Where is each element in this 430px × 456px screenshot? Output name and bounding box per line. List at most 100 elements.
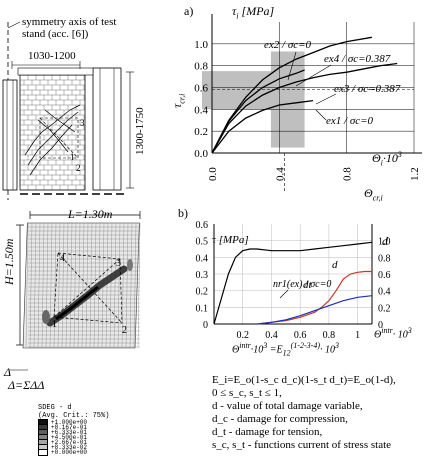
series-leader-1 — [279, 289, 289, 299]
series-label-1: nr1(ex) / σc=0 — [273, 279, 331, 290]
fe-mesh-figure — [10, 211, 141, 371]
x-tick-label: 0.8 — [342, 167, 354, 181]
legend-subtitle: (Avg. Crit.: 75%) — [38, 412, 110, 420]
y-tick-label: 0.2 — [196, 287, 209, 298]
y-tick-label: 0.3 — [196, 270, 209, 281]
y-tick-label: 0.4 — [196, 253, 209, 264]
chart-a-x-label: Θi·103 — [372, 150, 402, 168]
y-tick-label: 0 — [203, 320, 208, 331]
legend-value: +2.667e-01 — [51, 439, 88, 446]
y-tick-label: 0.1 — [196, 303, 209, 314]
y-tick-label: 0.6 — [196, 220, 209, 231]
x-tick-label: 1.2 — [409, 167, 421, 181]
x-tick-label: 0.2 — [236, 330, 249, 341]
chart-b: 0 0.1 0.2 0.3 0.4 0.5 0.6 0 0.2 0.4 0.6 0.8 1.0 0.2 0.… — [196, 220, 391, 341]
series-label-3: dt — [303, 279, 313, 291]
symmetry-label-line1: symmetry axis of test — [22, 16, 117, 28]
theta-cr-band — [270, 51, 305, 148]
crack-label-1: 1 — [70, 152, 75, 162]
crack-pattern — [24, 104, 81, 176]
legend-value: +0.000e+00 — [51, 449, 88, 456]
series-label-1: ex4 / σc=0.387 — [324, 53, 391, 65]
series-line-1 — [211, 36, 373, 154]
formula-line-4: d_c - damage for compression, — [212, 413, 348, 425]
formula-block: E_i=E_o(1-s_c d_c)(1-s_t d_t)=E_o(1-d), … — [212, 374, 428, 452]
formula-line-3: d - value of total damage variable, — [212, 400, 363, 412]
symmetry-label-line2: stand (acc. [6]) — [22, 28, 89, 40]
y-tick-label: 0.5 — [196, 237, 209, 248]
height-label: H=1.50m — [2, 238, 16, 285]
test-stand-sketch — [2, 21, 134, 200]
formula-line-2: 0 ≤ s_c, s_t ≤ 1, — [212, 387, 282, 399]
chart-a-panel-label: a) — [184, 4, 194, 18]
crack-label-3: 3 — [80, 118, 85, 128]
delta-sum-label: Δ=ΣΔΔ — [8, 378, 45, 392]
x-tick-label: 0.0 — [207, 167, 219, 181]
x-tick-label: 0.8 — [323, 330, 336, 341]
y-tick-label: 0.0 — [194, 148, 208, 160]
node-label-3: 3 — [116, 258, 121, 269]
series-leader-4 — [315, 109, 327, 121]
y2-tick-label: 0.8 — [378, 253, 391, 264]
y-tick-label: 0.6 — [194, 83, 208, 95]
series-line-4 — [211, 99, 314, 154]
chart-b-y2-label: d — [382, 234, 388, 248]
series-line-2 — [211, 69, 305, 154]
series-leader-3 — [315, 93, 337, 105]
series-label-4: ex1 / σc=0 — [326, 115, 374, 127]
chart-a-y-label: τi [MPa] — [232, 4, 275, 21]
series-label-2: d — [332, 259, 338, 271]
y-tick-label: 0.8 — [194, 61, 208, 73]
legend-value: +4.500e-01 — [51, 434, 88, 441]
series-line-3 — [211, 62, 398, 154]
x-tick-label: 0.4 — [265, 330, 278, 341]
legend-title: SDEG - d — [38, 404, 72, 412]
x-tick-label: 0.4 — [274, 167, 286, 181]
series-line-3 — [257, 295, 373, 325]
node-label-1: 1 — [52, 319, 57, 330]
delta-label: Δ — [4, 365, 12, 379]
legend-value: +8.167e-01 — [51, 424, 88, 431]
series-line-1 — [213, 241, 373, 325]
mesh-grid — [22, 222, 141, 349]
chart-b-x-label: Θintr· 103 — [374, 326, 412, 341]
width-dimension: 1030-1200 — [28, 50, 76, 62]
x-tick-label: 0.6 — [294, 330, 307, 341]
x-tick-label: 1 — [355, 330, 360, 341]
y-tick-label: 1.0 — [194, 39, 208, 51]
chart-b-x-label-2: Θintr·103 =E12(1-2-3-4)· 103 — [232, 341, 339, 358]
y-tick-label: 0.2 — [194, 126, 208, 138]
chart-a: 0.0 0.2 0.4 0.6 0.8 1.0 0.0 0.4 0.8 1.2 ex4 / σc=0… — [194, 14, 422, 193]
legend-row: +0.000e+00 — [38, 449, 168, 456]
formula-line-5: d_t - damage for tension, — [212, 426, 323, 438]
series-leader-2 — [287, 51, 297, 81]
y2-tick-label: 0 — [378, 320, 383, 331]
y2-tick-label: 0.2 — [378, 303, 391, 314]
legend-value: +8.333e-02 — [51, 444, 88, 451]
legend-scale: +1.000e+00 +8.167e-01 +6.333e-01 +4.500e-01… — [38, 419, 168, 456]
height-dimension: 1300-1750 — [134, 107, 146, 155]
formula-line-6: s_c, s_t - functions current of stress s… — [212, 439, 392, 451]
y-tick-label: 0.4 — [194, 104, 208, 116]
left-column — [2, 79, 18, 191]
chart-b-y-label: τ [MPa] — [212, 234, 249, 246]
node-label-4: 4 — [60, 253, 65, 264]
legend-value: +6.333e-01 — [51, 429, 88, 436]
series-label-3: ex3 / σc=0.387 — [334, 83, 401, 95]
y2-tick-label: 0.6 — [378, 270, 391, 281]
legend-swatch — [38, 449, 48, 456]
chart-b-panel-label: b) — [178, 206, 188, 220]
chart-a-theta-cr: Θcr,i — [364, 186, 383, 203]
series-line-2 — [257, 270, 372, 325]
legend-value: +1.000e+00 — [51, 419, 88, 426]
chart-a-tau-cr: τcr,i — [170, 93, 187, 108]
y2-tick-label: 0.4 — [378, 287, 391, 298]
damage-legend: SDEG - d (Avg. Crit.: 75%) — [38, 404, 168, 420]
length-label: L=1.30m — [68, 207, 113, 221]
right-column — [92, 67, 122, 191]
node-label-2: 2 — [122, 325, 127, 336]
series-leader-1 — [295, 64, 332, 87]
crack-label-2: 2 — [76, 163, 81, 173]
series-label-2: ex2 / σc=0 — [264, 39, 312, 51]
formula-line-1: E_i=E_o(1-s_c d_c)(1-s_t d_t)=E_o(1-d), — [212, 374, 396, 386]
